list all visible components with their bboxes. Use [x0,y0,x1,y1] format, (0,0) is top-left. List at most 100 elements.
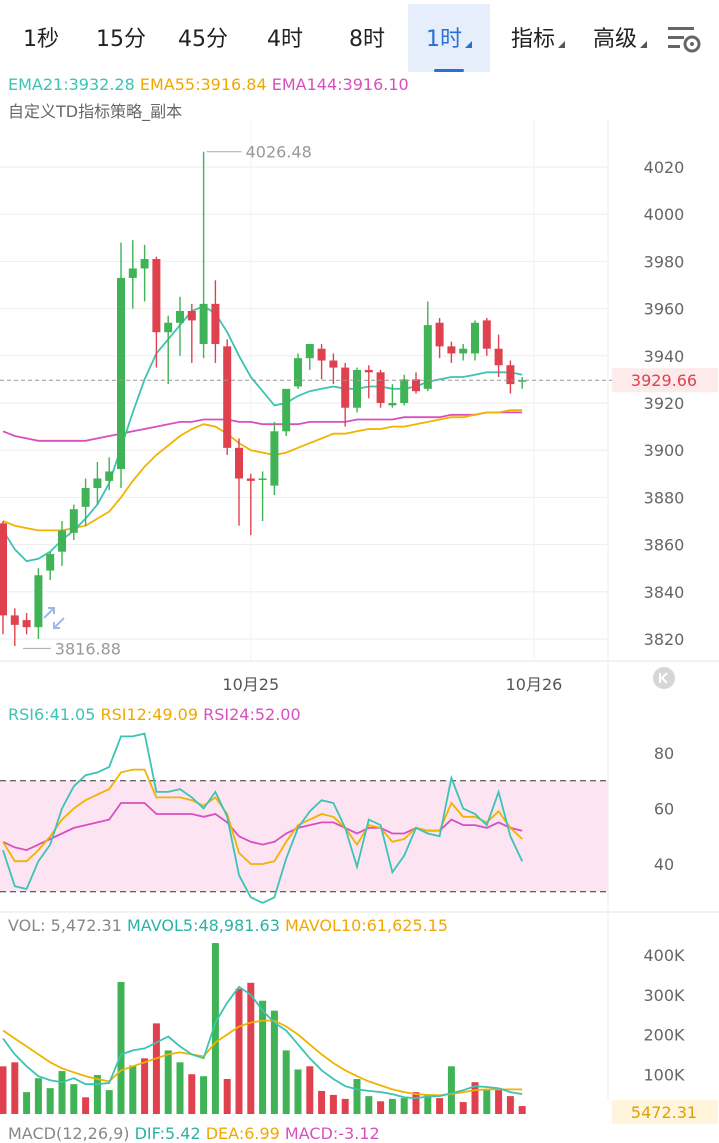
volume-current-label: 5472.31 [631,1103,697,1122]
volume-bar [353,1079,361,1114]
tab-4h[interactable]: 4时 [250,4,320,72]
rsi-band [0,780,608,892]
candle-body [329,360,338,368]
ema21-line [2,305,523,563]
candle-body [305,344,314,359]
volume-bar [247,982,255,1114]
mavol10-value: MAVOL10:61,625.15 [285,916,449,935]
volume-bar [506,1096,514,1114]
volume-bar [223,1079,231,1114]
volume-bar [306,1066,314,1114]
tab-45m[interactable]: 45分 [164,4,242,72]
price-tick-label: 3860 [644,536,685,555]
volume-bar [412,1092,420,1114]
volume-bar [471,1082,479,1114]
price-tick-label: 4020 [644,158,685,177]
candle-body [93,478,102,488]
caret-down-icon [465,41,472,48]
volume-bar [70,1084,78,1114]
price-tick-label: 3940 [644,347,685,366]
volume-bar [483,1090,491,1114]
volume-bar [318,1090,326,1114]
tab-8h[interactable]: 8时 [332,4,402,72]
volume-bar [270,1010,278,1114]
volume-bar [34,1078,42,1114]
scroll-arrow [659,672,668,684]
candle-body [294,358,302,387]
tab-label: 1时 [426,27,462,52]
tab-1h[interactable]: 1时 [408,4,490,72]
candle-body [128,268,137,278]
candle-body [105,471,114,481]
volume-current-tag [612,1100,718,1124]
high-marker-label: 4026.48 [246,143,312,162]
chart-settings-icon[interactable] [664,22,704,56]
candle-body [246,478,255,481]
volume-bar [377,1101,385,1114]
current-price-tag [612,368,718,393]
ema55-line [2,409,523,532]
candle-body [282,388,291,432]
candle-body [471,322,479,354]
candle-body [317,348,326,361]
advanced-menu[interactable]: 高级 [582,4,658,72]
volume-bar [141,1058,149,1114]
macd-params: MACD(12,26,9) [8,1124,130,1143]
volume-bar [365,1096,373,1114]
mavol5-line [2,985,523,1100]
candle-body [435,322,444,347]
rsi12-value: RSI12:49.09 [100,705,199,724]
volume-bar [188,1074,196,1114]
candle-body [388,403,397,406]
volume-bar [152,1023,160,1114]
candle-body [164,322,173,333]
tab-label: 15分 [96,27,146,52]
volume-bar [329,1094,337,1114]
tab-1s[interactable]: 1秒 [8,4,74,72]
caret-down-icon [640,41,647,48]
candle-body [117,277,125,470]
caret-down-icon [558,41,565,48]
volume-bar [400,1098,408,1114]
rsi6-line [2,732,524,904]
candle-body [353,369,361,408]
tab-15m[interactable]: 15分 [82,4,160,72]
expand-icon[interactable] [43,607,65,629]
candle-body [270,431,279,486]
candle-body [34,575,43,628]
candle-body [211,303,220,344]
volume-bar [259,1000,267,1114]
candle-body [187,310,196,321]
volume-legend: VOL: 5,472.31 MAVOL5:48,981.63 MAVOL10:6… [8,916,448,935]
candle-body [482,320,491,349]
volume-bar [58,1071,66,1114]
volume-tick-label: 100K [643,1065,685,1084]
indicators-menu[interactable]: 指标 [500,4,576,72]
volume-bar [282,1050,290,1114]
volume-bar [436,1098,444,1114]
volume-bar [82,1097,90,1114]
volume-bar [211,943,219,1114]
candle-body [235,447,243,479]
mavol5-value: MAVOL5:48,981.63 [127,916,280,935]
date-tick-label: 10月25 [222,675,279,694]
volume-bar [459,1102,467,1114]
candle-body [223,346,232,448]
candle-body [518,380,527,382]
strategy-label: 自定义TD指标策略_副本 [8,102,183,121]
volume-tick-label: 200K [643,1026,685,1045]
volume-bar [11,1062,19,1114]
price-tick-label: 3840 [644,583,685,602]
low-marker-label: 3816.88 [55,639,121,658]
scroll-to-latest-icon[interactable] [653,667,675,689]
candle-body [22,620,31,628]
candle-body [258,478,267,481]
candle-body [376,372,385,403]
ema21-value: EMA21:3932.28 [8,75,135,94]
ema144-value: EMA144:3916.10 [271,75,409,94]
candle-body [69,509,78,533]
volume-bar [0,1066,7,1114]
current-price-label: 3929.66 [631,371,697,390]
ema-legend: EMA21:3932.28 EMA55:3916.84 EMA144:3916.… [8,75,409,94]
